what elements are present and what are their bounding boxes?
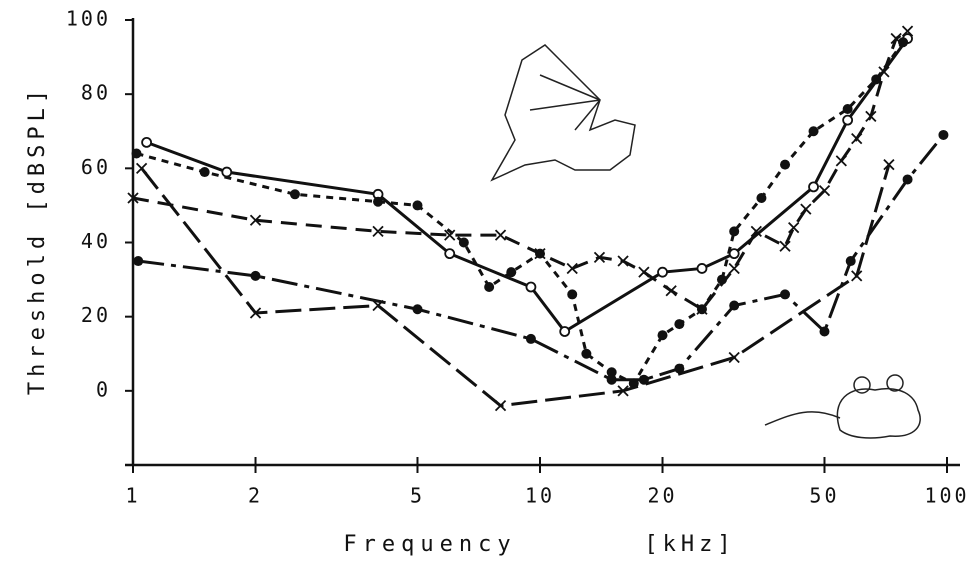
- point: [696, 303, 708, 315]
- point: [249, 307, 262, 319]
- point: [729, 300, 740, 311]
- point: [444, 248, 456, 260]
- point: [221, 166, 233, 178]
- point: [788, 222, 800, 234]
- point: [525, 281, 537, 293]
- series-line: [146, 37, 909, 334]
- point: [525, 333, 536, 344]
- point: [289, 189, 300, 200]
- point: [808, 181, 819, 193]
- point: [566, 262, 578, 275]
- x-tick-label: 50: [809, 484, 839, 508]
- point: [728, 262, 740, 275]
- point: [372, 225, 384, 238]
- point: [617, 255, 629, 267]
- point: [657, 266, 668, 278]
- point: [901, 25, 914, 37]
- point: [780, 289, 791, 300]
- series-line: [136, 41, 905, 386]
- x-tick-label: 5: [410, 484, 425, 508]
- point: [593, 251, 606, 263]
- x-axis-label: Frequency: [343, 532, 516, 557]
- y-tick-label: 40: [81, 229, 111, 253]
- point: [657, 330, 668, 341]
- y-tick-label: 100: [66, 7, 111, 31]
- point: [696, 263, 708, 274]
- point: [638, 374, 649, 385]
- point: [756, 193, 767, 203]
- point: [890, 32, 902, 45]
- x-tick-label: 1: [125, 484, 140, 508]
- point: [412, 200, 423, 211]
- point: [581, 348, 592, 359]
- y-tick-label: 0: [96, 377, 111, 401]
- point: [750, 225, 762, 238]
- point: [878, 66, 890, 78]
- point: [373, 196, 384, 207]
- point: [883, 158, 895, 171]
- point: [898, 37, 909, 48]
- series-line: [132, 29, 909, 312]
- point: [412, 304, 423, 315]
- point: [617, 385, 629, 397]
- point: [249, 214, 262, 226]
- point: [131, 148, 142, 159]
- x-tick-label: 20: [647, 484, 677, 508]
- point: [444, 229, 456, 241]
- point: [606, 367, 617, 378]
- point: [779, 240, 791, 252]
- point: [902, 174, 913, 185]
- x-tick-label: 100: [924, 484, 969, 508]
- point: [845, 256, 856, 267]
- bat-drawing: [490, 44, 636, 182]
- point: [729, 226, 740, 237]
- point: [818, 184, 831, 197]
- point: [842, 104, 853, 114]
- point: [665, 285, 677, 297]
- point: [135, 162, 148, 174]
- point: [851, 133, 863, 145]
- y-tick-label: 20: [81, 303, 111, 327]
- point: [458, 237, 469, 248]
- point: [865, 110, 877, 123]
- point: [534, 247, 546, 260]
- x-tick-label: 2: [248, 484, 263, 508]
- point: [728, 351, 740, 364]
- point: [728, 248, 740, 260]
- point: [494, 400, 507, 412]
- point: [835, 155, 847, 167]
- point: [133, 256, 144, 267]
- series-line: [140, 164, 891, 408]
- point: [127, 192, 139, 204]
- x-tick-label: 10: [525, 484, 555, 508]
- point: [141, 136, 153, 148]
- point: [808, 126, 819, 137]
- point: [559, 326, 571, 337]
- point: [871, 74, 882, 85]
- y-tick-label: 80: [81, 81, 111, 105]
- point: [638, 266, 650, 278]
- point: [567, 289, 578, 300]
- point: [674, 363, 685, 374]
- point: [606, 374, 617, 385]
- y-tick-label: 60: [81, 155, 111, 179]
- point: [199, 167, 210, 178]
- point: [800, 203, 812, 215]
- x-axis-unit: [kHz]: [644, 532, 735, 557]
- point: [842, 114, 854, 126]
- point: [938, 129, 949, 140]
- mouse-drawing: [764, 374, 921, 439]
- point: [494, 229, 507, 241]
- point: [506, 267, 517, 278]
- point: [819, 326, 830, 337]
- point: [484, 282, 495, 292]
- y-axis-label: Threshold [dBSPL]: [25, 85, 50, 395]
- point: [250, 270, 261, 281]
- point: [674, 319, 685, 330]
- point: [851, 270, 863, 282]
- point: [780, 159, 791, 170]
